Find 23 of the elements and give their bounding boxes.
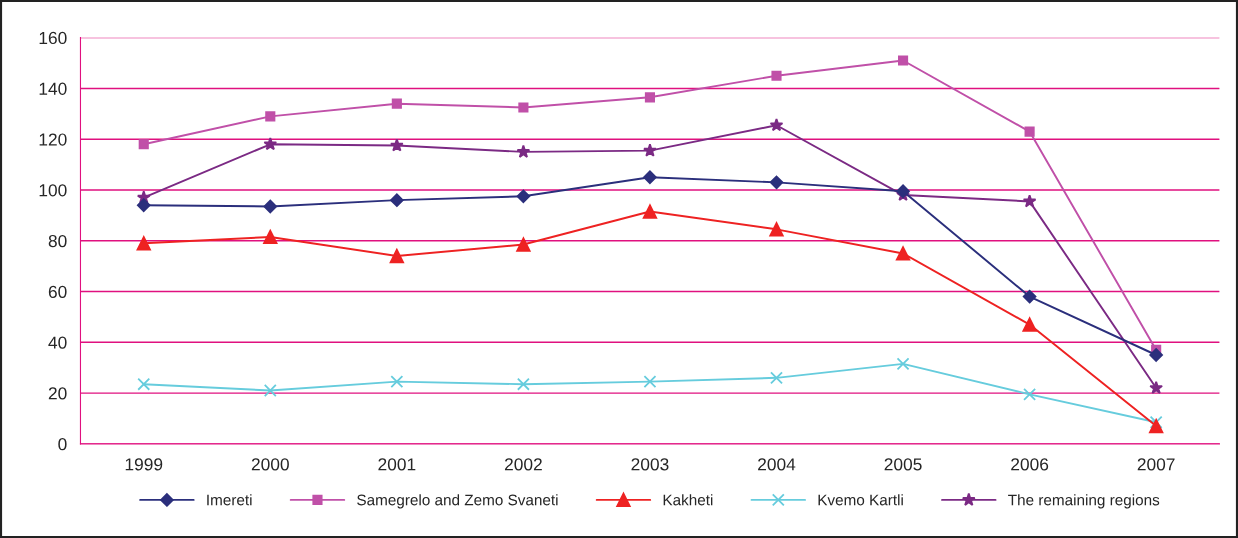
x-tick-label: 2001 xyxy=(378,458,416,471)
y-tick-label: 160 xyxy=(39,31,67,45)
y-tick-label: 60 xyxy=(48,285,67,298)
legend-label: The remaining regions xyxy=(1008,494,1160,509)
legend-label: Samegrelo and Zemo Svaneti xyxy=(357,494,558,509)
x-tick-label: 2000 xyxy=(251,458,289,471)
legend-label: Imereti xyxy=(207,494,252,506)
x-tick-label: 2005 xyxy=(884,458,922,471)
y-tick-label: 20 xyxy=(48,387,67,400)
y-tick-label: 80 xyxy=(48,234,67,248)
y-tick-label: 0 xyxy=(58,438,67,451)
legend-label: Kakheti xyxy=(663,494,713,506)
legend-label: Kvemo Kartli xyxy=(818,494,903,506)
x-tick-label: 2003 xyxy=(631,458,669,471)
y-tick-label: 100 xyxy=(39,184,67,197)
y-tick-label: 140 xyxy=(39,82,67,95)
x-tick-label: 2004 xyxy=(758,458,796,471)
x-tick-label: 2002 xyxy=(504,458,542,471)
x-tick-label: 2006 xyxy=(1011,458,1049,471)
x-tick-label: 2007 xyxy=(1137,458,1175,471)
y-tick-label: 40 xyxy=(48,336,67,349)
x-tick-label: 1999 xyxy=(125,458,163,471)
y-tick-label: 120 xyxy=(39,133,67,146)
